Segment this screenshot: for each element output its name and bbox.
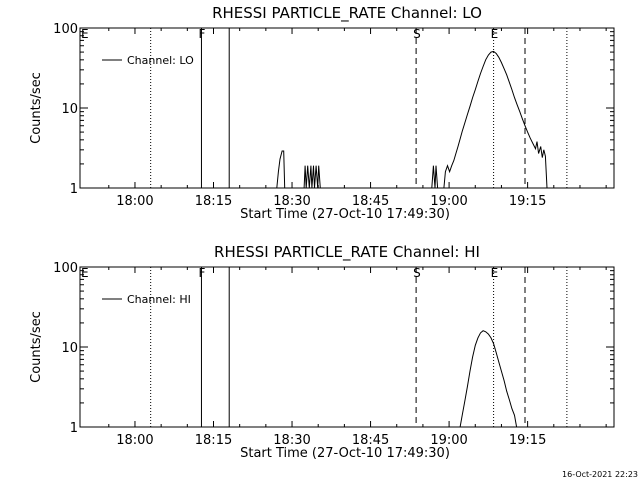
y-tick-label: 10 (61, 341, 78, 356)
x-tick-label: 18:45 (352, 433, 389, 448)
legend-label: Channel: LO (127, 54, 194, 67)
y-tick-label: 100 (53, 261, 78, 276)
y-axis-label: Counts/sec (29, 72, 44, 144)
event-marker-label: F (198, 27, 205, 41)
x-axis-label: Start Time (27-Oct-10 17:49:30) (240, 207, 450, 222)
series-line (443, 50, 548, 189)
y-axis-label: Counts/sec (29, 311, 44, 383)
y-tick-label: 10 (61, 102, 78, 117)
event-marker-label: S (413, 266, 421, 280)
x-tick-label: 18:15 (195, 433, 232, 448)
x-tick-label: 18:00 (116, 194, 153, 209)
event-marker-label: E (491, 27, 499, 41)
lo-channel-panel: RHESSI PARTICLE_RATE Channel: LO 18:00 18:… (29, 4, 615, 222)
event-marker-label: E (491, 266, 499, 280)
hi-channel-panel: RHESSI PARTICLE_RATE Channel: HI 18:00 18:… (29, 243, 615, 461)
event-marker-label: S (413, 27, 421, 41)
y-tick-label: 100 (53, 22, 78, 37)
event-marker-label: E (81, 266, 89, 280)
event-marker-label: F (198, 266, 205, 280)
legend-label: Channel: HI (127, 293, 191, 306)
x-tick-label: 18:00 (116, 433, 153, 448)
y-tick-label: 1 (70, 421, 78, 436)
x-tick-label: 18:30 (273, 194, 310, 209)
series-line (431, 165, 439, 189)
x-tick-label: 18:45 (352, 194, 389, 209)
x-tick-label: 19:00 (430, 433, 467, 448)
series-line (459, 330, 518, 428)
event-marker-label: E (81, 27, 89, 41)
chart-title: RHESSI PARTICLE_RATE Channel: LO (212, 4, 482, 23)
chart-title: RHESSI PARTICLE_RATE Channel: HI (214, 243, 480, 262)
x-axis-label: Start Time (27-Oct-10 17:49:30) (240, 446, 450, 461)
x-tick-label: 18:15 (195, 194, 232, 209)
x-tick-label: 19:15 (509, 433, 546, 448)
series-line (303, 165, 321, 189)
x-tick-label: 19:15 (509, 194, 546, 209)
series-line (276, 150, 286, 189)
plot-frame (79, 266, 615, 428)
x-tick-label: 18:30 (273, 433, 310, 448)
plot-frame (79, 27, 615, 189)
x-tick-label: 19:00 (430, 194, 467, 209)
timestamp: 16-Oct-2021 22:23 (562, 470, 638, 479)
y-tick-label: 1 (70, 182, 78, 197)
